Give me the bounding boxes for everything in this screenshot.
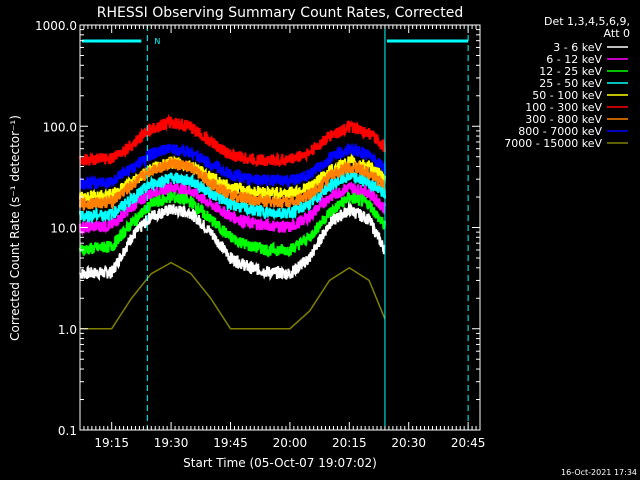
y-tick-label: 100.0 xyxy=(43,120,77,134)
series-line-9 xyxy=(80,261,386,330)
series-line-8 xyxy=(79,142,386,190)
y-tick-label: 0.1 xyxy=(58,424,77,438)
x-axis-label: Start Time (05-Oct-07 19:07:02) xyxy=(183,456,377,470)
x-tick-label: 19:30 xyxy=(154,436,189,450)
legend-entry-label-8: 800 - 7000 keV xyxy=(518,125,602,138)
series-line-6 xyxy=(79,113,386,168)
y-tick-label: 1.0 xyxy=(58,323,77,337)
legend-entry-label-4: 25 - 50 keV xyxy=(539,77,602,90)
legend-entry-label-1: 3 - 6 keV xyxy=(553,41,602,54)
chart-title: RHESSI Observing Summary Count Rates, Co… xyxy=(97,5,463,21)
x-tick-label: 19:45 xyxy=(213,436,248,450)
legend-entry-label-6: 100 - 300 keV xyxy=(525,101,602,114)
legend-entry-label-2: 6 - 12 keV xyxy=(546,53,602,66)
x-tick-label: 20:00 xyxy=(273,436,308,450)
legend-entry-label-9: 7000 - 15000 keV xyxy=(504,137,602,150)
x-tick-label: 19:15 xyxy=(94,436,129,450)
series-layer xyxy=(79,113,386,330)
y-tick-label: 1000.0 xyxy=(35,19,77,33)
x-tick-label: 20:30 xyxy=(391,436,426,450)
legend-entry-label-7: 300 - 800 keV xyxy=(525,113,602,126)
night-marker-label: N xyxy=(154,37,160,46)
legend-header-line-2: Att 0 xyxy=(604,27,630,40)
y-tick-label: 10.0 xyxy=(50,222,77,236)
series-line-4 xyxy=(79,171,386,224)
series-line-3 xyxy=(79,191,386,258)
legend-header-line-1: Det 1,3,4,5,6,9, xyxy=(544,15,630,28)
y-axis-label: Corrected Count Rate (s⁻¹ detector⁻¹) xyxy=(8,115,22,341)
footer-timestamp: 16-Oct-2021 17:34 xyxy=(561,468,637,477)
x-tick-label: 20:45 xyxy=(451,436,486,450)
x-tick-label: 20:15 xyxy=(332,436,367,450)
series-line-1 xyxy=(79,200,386,282)
axes: 0.1 1.0 10.0 100.0 1000.0 19:15 19:30 19:45 20:0… xyxy=(35,19,485,450)
legend-entry-label-5: 50 - 100 keV xyxy=(532,89,602,102)
legend-entry-label-3: 12 - 25 keV xyxy=(539,65,602,78)
series-line-7 xyxy=(79,157,386,211)
